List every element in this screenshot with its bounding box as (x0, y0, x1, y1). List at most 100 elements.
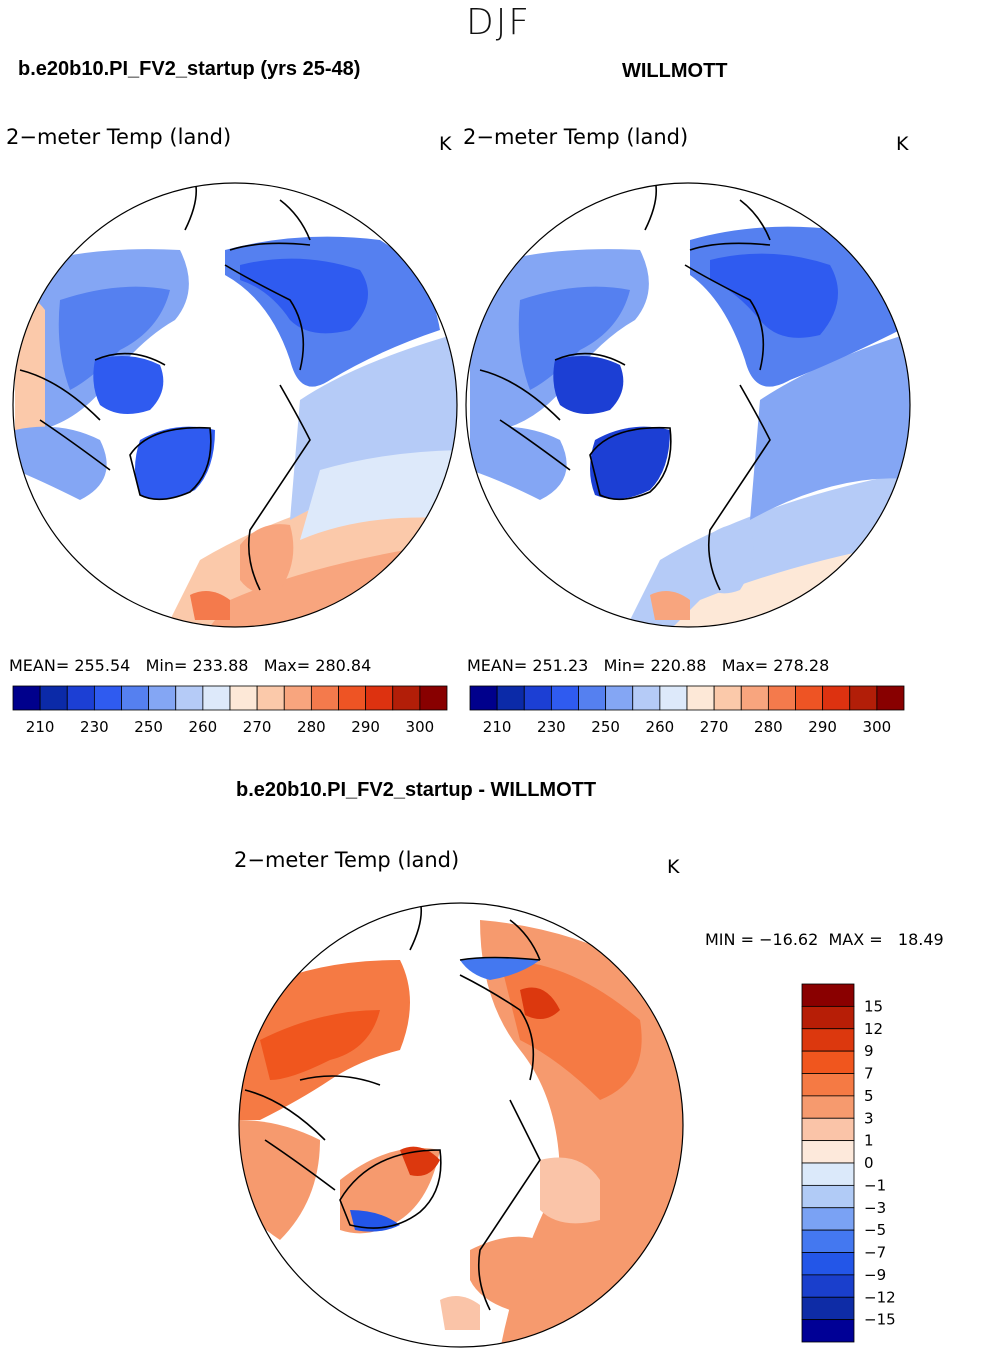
diff-polar-map (238, 902, 684, 1348)
colorbar-tick-label: 15 (864, 997, 883, 1015)
colorbar-tick-label: 7 (864, 1065, 874, 1083)
colorbar-swatch (392, 685, 421, 711)
colorbar-swatch (523, 685, 552, 711)
colorbar-swatch (801, 1274, 855, 1298)
colorbar-tick-label: 210 (483, 718, 512, 736)
colorbar-swatch (740, 685, 769, 711)
diff-panel-title: b.e20b10.PI_FV2_startup - WILLMOTT (236, 779, 597, 801)
diff-unit-label: K (667, 856, 680, 878)
colorbar-swatch (801, 1319, 855, 1343)
colorbar-swatch (175, 685, 204, 711)
colorbar-swatch (801, 1028, 855, 1052)
colorbar-swatch (338, 685, 367, 711)
colorbar-swatch (801, 1095, 855, 1119)
colorbar-swatch (801, 1005, 855, 1030)
obs-panel-title: WILLMOTT (622, 60, 728, 82)
diff-colorbar: 15 12 9 7 5 3 1 0 −1 −3 −5 −7 −9 −12 −15 (801, 983, 896, 1343)
colorbar-swatch (496, 685, 525, 711)
colorbar-swatch (801, 1184, 855, 1209)
model-stats: MEAN= 255.54 Min= 233.88 Max= 280.84 (9, 656, 372, 675)
colorbar-swatch (659, 685, 688, 711)
colorbar-swatch (229, 685, 258, 711)
colorbar-swatch (148, 685, 177, 711)
colorbar-swatch (767, 685, 796, 711)
colorbar-tick-label: 300 (406, 718, 435, 736)
colorbar-tick-label: 250 (591, 718, 620, 736)
colorbar-tick-label: 270 (700, 718, 729, 736)
colorbar-swatch (801, 1296, 855, 1321)
colorbar-tick-label: 270 (243, 718, 272, 736)
colorbar-tick-label: 300 (863, 718, 892, 736)
colorbar-tick-label: 12 (864, 1020, 883, 1038)
model-unit-label: K (439, 133, 452, 155)
colorbar-tick-label: 260 (646, 718, 675, 736)
colorbar-swatch (202, 685, 231, 711)
obs-stats: MEAN= 251.23 Min= 220.88 Max= 278.28 (467, 656, 830, 675)
colorbar-tick-label: 230 (80, 718, 109, 736)
colorbar-swatch (801, 1207, 855, 1231)
colorbar-swatch (632, 685, 661, 711)
colorbar-swatch (801, 1117, 855, 1142)
colorbar-tick-label: −5 (864, 1221, 886, 1239)
colorbar-swatch (801, 1252, 855, 1276)
colorbar-tick-label: −15 (864, 1311, 896, 1329)
colorbar-swatch (93, 685, 122, 711)
obs-unit-label: K (896, 133, 909, 155)
colorbar-tick-label: 260 (189, 718, 218, 736)
colorbar-tick-label: −9 (864, 1266, 886, 1284)
diff-variable-label: 2−meter Temp (land) (234, 848, 460, 872)
colorbar-swatch (801, 1050, 855, 1074)
obs-variable-label: 2−meter Temp (land) (463, 125, 689, 149)
colorbar-swatch (469, 685, 498, 711)
colorbar-tick-label: 280 (754, 718, 783, 736)
colorbar-swatch (121, 685, 150, 711)
obs-polar-map (465, 182, 911, 628)
model-colorbar: 210 230 250 260 270 280 290 300 (12, 685, 448, 736)
colorbar-tick-label: −12 (864, 1288, 896, 1306)
colorbar-swatch (801, 983, 855, 1007)
colorbar-swatch (795, 685, 824, 711)
colorbar-tick-label: 1 (864, 1132, 874, 1150)
colorbar-swatch (605, 685, 634, 711)
colorbar-swatch (713, 685, 742, 711)
colorbar-tick-label: 290 (351, 718, 380, 736)
colorbar-swatch (419, 685, 448, 711)
colorbar-tick-label: 290 (808, 718, 837, 736)
colorbar-swatch (256, 685, 285, 711)
model-variable-label: 2−meter Temp (land) (6, 125, 232, 149)
colorbar-swatch (686, 685, 715, 711)
model-polar-map (12, 182, 458, 628)
colorbar-tick-label: 0 (864, 1154, 874, 1172)
colorbar-swatch (801, 1073, 855, 1097)
season-title: DJF (465, 2, 532, 43)
colorbar-tick-label: 5 (864, 1087, 874, 1105)
colorbar-swatch (39, 685, 68, 711)
colorbar-tick-label: 280 (297, 718, 326, 736)
colorbar-tick-label: −3 (864, 1199, 886, 1217)
colorbar-swatch (822, 685, 851, 711)
colorbar-swatch (801, 1140, 855, 1164)
colorbar-swatch (365, 685, 394, 711)
colorbar-tick-label: 3 (864, 1109, 874, 1127)
colorbar-swatch (876, 685, 905, 711)
colorbar-swatch (849, 685, 878, 711)
colorbar-tick-label: 9 (864, 1042, 874, 1060)
colorbar-tick-label: 230 (537, 718, 566, 736)
colorbar-swatch (66, 685, 95, 711)
colorbar-swatch (578, 685, 607, 711)
colorbar-swatch (801, 1162, 855, 1186)
colorbar-tick-label: 210 (26, 718, 55, 736)
obs-colorbar: 210 230 250 260 270 280 290 300 (469, 685, 905, 736)
model-panel-title: b.e20b10.PI_FV2_startup (yrs 25-48) (18, 58, 361, 80)
colorbar-swatch (310, 685, 339, 711)
colorbar-tick-label: 250 (134, 718, 163, 736)
colorbar-swatch (12, 685, 41, 711)
colorbar-tick-label: −7 (864, 1244, 886, 1262)
colorbar-swatch (283, 685, 312, 711)
colorbar-swatch (801, 1229, 855, 1253)
diff-stats: MIN = −16.62 MAX = 18.49 (705, 930, 944, 949)
colorbar-swatch (550, 685, 579, 711)
colorbar-tick-label: −1 (864, 1176, 886, 1194)
